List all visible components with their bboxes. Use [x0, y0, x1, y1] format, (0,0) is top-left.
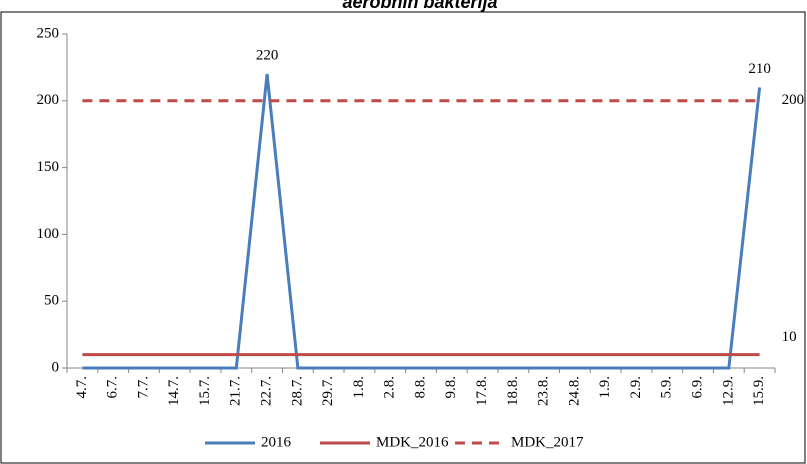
x-tick-label: 2.9. [628, 376, 644, 399]
y-tick-label: 100 [37, 226, 60, 242]
legend-label: MDK_2017 [511, 434, 584, 450]
legend-label: 2016 [261, 434, 292, 450]
x-tick-label: 6.9. [689, 376, 705, 399]
x-tick-label: 5.9. [659, 376, 675, 399]
x-tick-label: 1.9. [597, 376, 613, 399]
x-tick-label: 4.7. [74, 376, 90, 399]
data-label: 210 [748, 61, 771, 77]
x-tick-label: 18.8. [505, 376, 521, 406]
x-tick-label: 14.7. [166, 376, 182, 406]
y-tick-label: 250 [37, 25, 60, 41]
x-tick-label: 22.7. [259, 376, 275, 406]
x-tick-label: 24.8. [566, 376, 582, 406]
x-tick-label: 15.7. [197, 376, 213, 406]
legend-label: MDK_2016 [376, 434, 449, 450]
data-label: 200 [782, 92, 805, 108]
data-label: 10 [782, 329, 797, 345]
chart-title: aerobnih bakterija [342, 0, 497, 12]
y-tick-label: 200 [37, 92, 60, 108]
x-tick-label: 7.7. [135, 376, 151, 399]
y-tick-label: 50 [44, 293, 59, 309]
x-tick-label: 28.7. [289, 376, 305, 406]
y-tick-label: 150 [37, 159, 60, 175]
x-tick-label: 9.8. [443, 376, 459, 399]
data-label: 220 [256, 48, 279, 64]
chart-frame [0, 11, 806, 464]
x-tick-label: 12.9. [720, 376, 736, 406]
x-tick-label: 1.8. [351, 376, 367, 399]
x-tick-label: 8.8. [412, 376, 428, 399]
x-tick-label: 29.7. [320, 376, 336, 406]
x-tick-label: 23.8. [536, 376, 552, 406]
x-tick-label: 2.8. [382, 376, 398, 399]
series-line [82, 73, 762, 370]
x-tick-label: 6.7. [105, 376, 121, 399]
x-tick-label: 21.7. [228, 376, 244, 406]
y-tick-label: 0 [52, 359, 60, 375]
x-tick-label: 15.9. [751, 376, 767, 406]
x-tick-label: 17.8. [474, 376, 490, 406]
